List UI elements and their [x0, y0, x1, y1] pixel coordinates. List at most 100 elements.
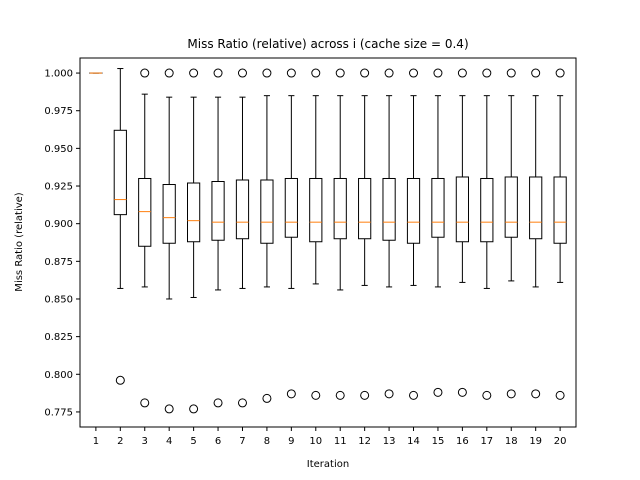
axes-frame: [79, 57, 577, 428]
outlier-point: [213, 68, 223, 78]
box-iqr: [480, 177, 494, 243]
x-tick-label: 11: [334, 436, 347, 447]
x-tick-label: 1: [93, 436, 99, 447]
x-tick-label: 8: [264, 436, 270, 447]
outlier-point: [457, 387, 467, 397]
x-axis: 1 2 3 4 5 6 7 8 9 10 11 12 13 14 15 16 17 18 19 20: [93, 427, 567, 447]
box-iqr: [260, 179, 274, 244]
x-tick-label: 20: [554, 436, 567, 447]
y-tick-label: 0.875: [44, 257, 73, 268]
y-axis: 0.775 0.800 0.825 0.850 0.875 0.900 0.925 0.950…: [44, 69, 80, 418]
outlier-point: [189, 404, 199, 414]
x-tick-label: 14: [407, 436, 420, 447]
box-iqr: [162, 184, 176, 244]
x-axis-title: Iteration: [307, 459, 349, 470]
plot-marks: [89, 68, 567, 414]
box-iqr: [211, 181, 225, 241]
x-tick-label: 15: [432, 436, 445, 447]
box-iqr: [529, 176, 543, 240]
box-group: [187, 68, 201, 414]
x-tick-label: 4: [166, 436, 172, 447]
outlier-point: [311, 390, 321, 400]
box-group: [455, 68, 469, 397]
outlier-point: [531, 68, 541, 78]
outlier-point: [433, 387, 443, 397]
outlier-point: [531, 389, 541, 399]
x-tick-label: 5: [190, 436, 196, 447]
x-tick-label: 3: [142, 436, 148, 447]
outlier-point: [115, 375, 125, 385]
outlier-point: [360, 68, 370, 78]
box-iqr: [235, 179, 250, 240]
box-iqr: [138, 177, 152, 247]
box-iqr: [431, 177, 445, 238]
outlier-point: [409, 68, 419, 78]
box-group: [504, 68, 518, 399]
x-tick-label: 2: [117, 436, 123, 447]
box-group: [480, 68, 494, 400]
x-tick-label: 6: [215, 436, 221, 447]
outlier-point: [384, 68, 394, 78]
box-iqr: [333, 177, 347, 240]
y-tick-label: 0.950: [44, 144, 73, 155]
box-group: [235, 68, 250, 408]
y-tick-label: 0.900: [44, 219, 73, 230]
box-group: [211, 68, 225, 408]
outlier-point: [164, 68, 174, 78]
y-tick-label: 0.825: [44, 332, 73, 343]
box-iqr: [406, 177, 421, 244]
x-tick-label: 7: [239, 436, 245, 447]
box-iqr: [358, 177, 372, 240]
box-group: [553, 68, 567, 400]
box-iqr: [455, 176, 469, 243]
box-iqr: [187, 182, 201, 243]
y-tick-label: 0.775: [44, 407, 73, 418]
outlier-point: [384, 389, 394, 399]
box-group: [431, 68, 445, 397]
outlier-point: [506, 389, 516, 399]
outlier-point: [262, 68, 272, 78]
box-group: [382, 68, 396, 399]
outlier-point: [286, 389, 296, 399]
outlier-point: [140, 68, 150, 78]
box-group: [529, 68, 543, 399]
x-tick-label: 16: [456, 436, 469, 447]
outlier-point: [286, 68, 296, 78]
y-tick-label: 0.850: [44, 294, 73, 305]
box-iqr: [113, 129, 127, 216]
outlier-point: [335, 390, 345, 400]
outlier-point: [311, 68, 321, 78]
chart-title: Miss Ratio (relative) across i (cache si…: [187, 37, 468, 51]
x-tick-label: 10: [309, 436, 322, 447]
box-group: [138, 68, 152, 408]
box-group: [162, 68, 176, 414]
box-group: [406, 68, 421, 400]
y-tick-label: 0.800: [44, 370, 73, 381]
box-group: [358, 68, 372, 400]
box-group: [113, 68, 127, 385]
outlier-point: [555, 68, 565, 78]
x-tick-label: 19: [529, 436, 542, 447]
outlier-point: [213, 398, 223, 408]
outlier-point: [237, 398, 247, 408]
outlier-point: [140, 398, 150, 408]
y-tick-label: 0.975: [44, 106, 73, 117]
box-iqr: [382, 177, 396, 241]
box-group: [284, 68, 298, 399]
outlier-point: [482, 68, 492, 78]
outlier-point: [335, 68, 345, 78]
box-iqr: [553, 176, 567, 244]
x-tick-label: 18: [505, 436, 518, 447]
y-tick-label: 0.925: [44, 182, 73, 193]
x-tick-label: 13: [383, 436, 396, 447]
box-iqr: [504, 176, 518, 238]
outlier-point: [360, 390, 370, 400]
box-iqr: [284, 177, 298, 238]
outlier-point: [262, 393, 272, 403]
box-group: [333, 68, 347, 400]
outlier-point: [164, 404, 174, 414]
outlier-point: [457, 68, 467, 78]
box-group: [309, 68, 323, 400]
